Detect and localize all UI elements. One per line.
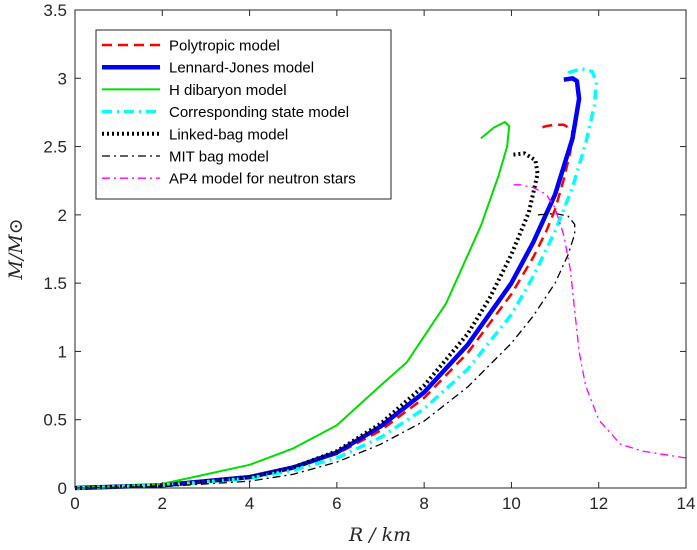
series-layer [74, 66, 687, 491]
legend-label-3: H dibaryon model [169, 82, 287, 99]
y-tick-label: 3 [58, 69, 67, 88]
y-tick-label: 2.5 [43, 138, 67, 157]
series-line-6 [74, 212, 576, 489]
legend: Polytropic model Lennard-Jones model H dib… [95, 29, 392, 200]
x-tick-label: 2 [158, 494, 167, 513]
x-tick-label: 14 [677, 494, 696, 513]
y-tick-label: 3.5 [43, 1, 67, 20]
x-tick-label: 6 [332, 494, 341, 513]
series-line-1 [74, 123, 574, 490]
series-line-2 [74, 76, 582, 491]
tick-layer: 0 2 4 6 8 10 12 14 0 0.5 1 1.5 2 2.5 3 3.5 [43, 1, 695, 513]
series-line-4 [74, 66, 599, 490]
y-tick-label: 2 [58, 206, 67, 225]
y-tick-label: 0 [58, 479, 67, 498]
legend-label-2: Lennard-Jones model [169, 60, 314, 77]
series-line-3 [74, 121, 511, 489]
legend-label-5: Linked-bag model [169, 126, 288, 143]
y-axis-label: M/M⊙ [5, 218, 27, 280]
y-tick-label: 0.5 [43, 411, 67, 430]
legend-label-7: AP4 model for neutron stars [169, 171, 356, 188]
y-tick-label: 1 [58, 342, 67, 361]
x-tick-label: 12 [589, 494, 608, 513]
x-axis-label: R / km [348, 524, 411, 546]
x-tick-label: 10 [502, 494, 521, 513]
x-tick-label: 8 [419, 494, 428, 513]
legend-label-4: Corresponding state model [169, 104, 349, 121]
x-tick-label: 0 [70, 494, 79, 513]
plot-frame [74, 9, 687, 489]
legend-box [95, 29, 392, 200]
y-tick-label: 1.5 [43, 274, 67, 293]
legend-label-6: MIT bag model [169, 149, 269, 166]
legend-label-1: Polytropic model [169, 38, 280, 55]
x-tick-label: 4 [245, 494, 254, 513]
series-line-7 [511, 184, 687, 459]
